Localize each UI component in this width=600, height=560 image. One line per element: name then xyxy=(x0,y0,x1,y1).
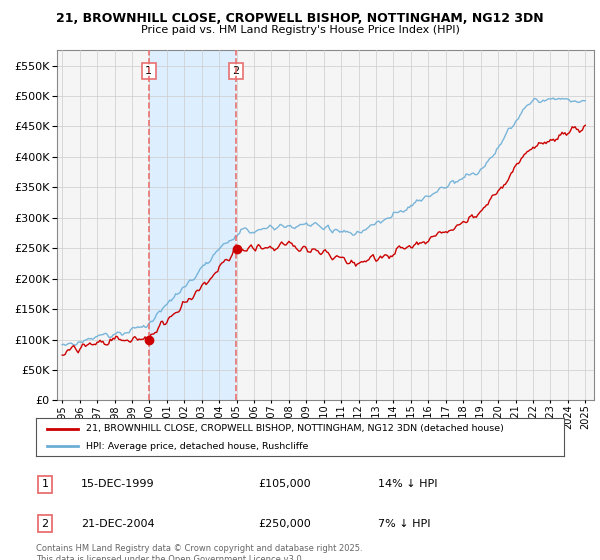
Text: 15-DEC-1999: 15-DEC-1999 xyxy=(81,479,155,489)
Text: Price paid vs. HM Land Registry's House Price Index (HPI): Price paid vs. HM Land Registry's House … xyxy=(140,25,460,35)
Text: 1: 1 xyxy=(145,66,152,76)
Text: 2: 2 xyxy=(232,66,239,76)
Text: HPI: Average price, detached house, Rushcliffe: HPI: Average price, detached house, Rush… xyxy=(86,442,308,451)
Text: 2: 2 xyxy=(41,519,49,529)
Text: 21, BROWNHILL CLOSE, CROPWELL BISHOP, NOTTINGHAM, NG12 3DN (detached house): 21, BROWNHILL CLOSE, CROPWELL BISHOP, NO… xyxy=(86,424,504,433)
Bar xyxy=(149,50,236,400)
Text: £105,000: £105,000 xyxy=(258,479,311,489)
Text: 7% ↓ HPI: 7% ↓ HPI xyxy=(378,519,431,529)
Text: 21-DEC-2004: 21-DEC-2004 xyxy=(81,519,155,529)
Text: £250,000: £250,000 xyxy=(258,519,311,529)
Text: 21, BROWNHILL CLOSE, CROPWELL BISHOP, NOTTINGHAM, NG12 3DN: 21, BROWNHILL CLOSE, CROPWELL BISHOP, NO… xyxy=(56,12,544,25)
Text: 14% ↓ HPI: 14% ↓ HPI xyxy=(378,479,437,489)
Text: 1: 1 xyxy=(41,479,49,489)
Text: Contains HM Land Registry data © Crown copyright and database right 2025.
This d: Contains HM Land Registry data © Crown c… xyxy=(36,544,362,560)
